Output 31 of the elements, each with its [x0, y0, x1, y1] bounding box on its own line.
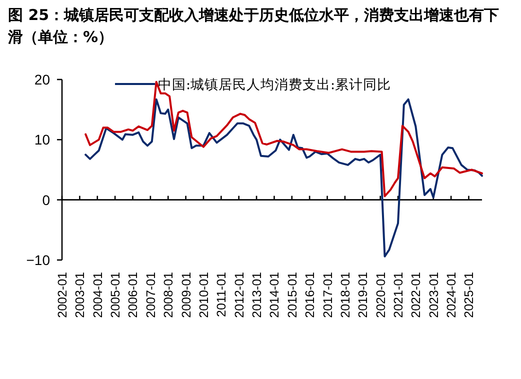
- x-tick-label: 2007-01: [144, 272, 158, 318]
- x-tick-label: 2021-01: [392, 272, 406, 318]
- y-tick-label: 0: [42, 192, 50, 208]
- y-tick-label: 20: [34, 72, 50, 88]
- x-tick-label: 2004-01: [90, 272, 105, 318]
- x-tick-label: 2017-01: [320, 272, 335, 318]
- x-tick-label: 2023-01: [426, 272, 441, 318]
- x-tick-label: 2009-01: [179, 272, 194, 318]
- x-tick-label: 2022-01: [409, 272, 424, 318]
- legend-label: 中国:城镇居民人均消费支出:累计同比: [158, 77, 392, 93]
- y-tick-label: 10: [34, 132, 50, 148]
- x-tick-label: 2014-01: [268, 272, 282, 318]
- x-tick-label: 2003-01: [73, 272, 88, 318]
- x-tick-label: 2008-01: [162, 272, 176, 318]
- x-tick-label: 2006-01: [126, 272, 140, 318]
- x-tick-label: 2012-01: [232, 272, 246, 318]
- x-tick-label: 2013-01: [250, 272, 264, 318]
- x-tick-label: 2010-01: [196, 272, 211, 318]
- line-series: [84, 98, 483, 258]
- x-tick-label: 2005-01: [108, 272, 123, 318]
- chart-title: 图 25：城镇居民可支配收入增速处于历史低位水平，消费支出增速也有下滑（单位：%）: [8, 5, 500, 48]
- x-tick-label: 2025-01: [462, 272, 476, 318]
- x-tick-label: 2015-01: [285, 272, 300, 318]
- x-tick-label: 2002-01: [56, 272, 70, 318]
- x-tick-label: 2024-01: [444, 272, 459, 318]
- x-tick-label: 2011-01: [214, 272, 229, 317]
- x-tick-label: 2018-01: [338, 272, 352, 318]
- x-tick-label: 2020-01: [374, 272, 388, 318]
- y-tick-label: −10: [26, 252, 50, 268]
- x-tick-label: 2019-01: [356, 272, 370, 318]
- x-tick-label: 2016-01: [303, 272, 318, 318]
